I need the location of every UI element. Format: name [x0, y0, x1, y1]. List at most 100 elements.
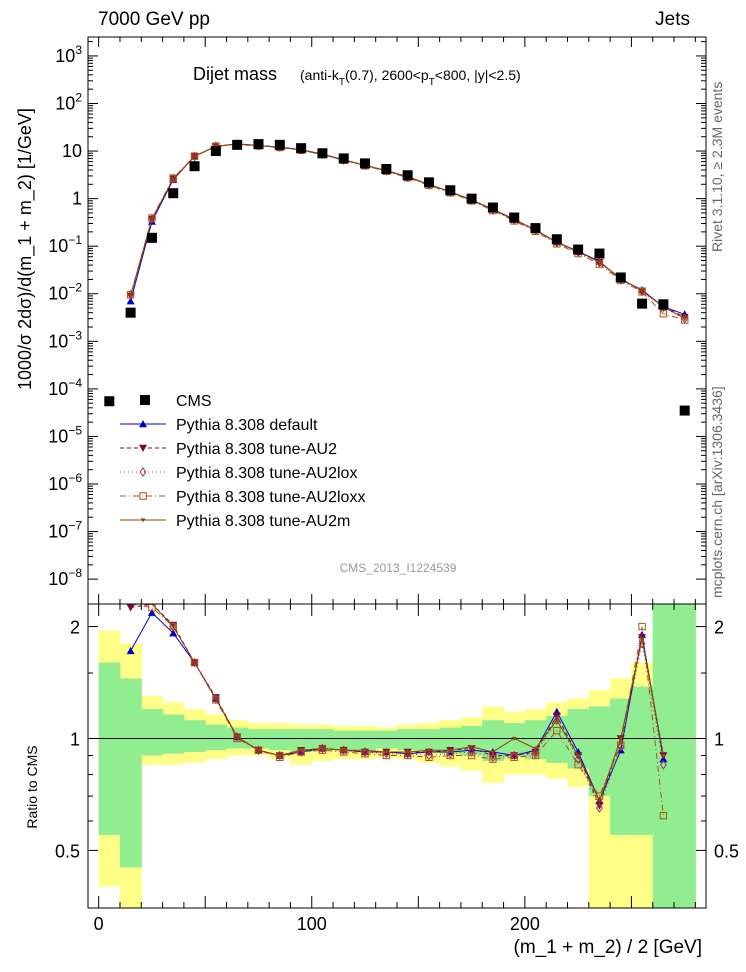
main-ytick-label-base: 10 [62, 141, 82, 161]
xlabel: (m_1 + m_2) / 2 [GeV] [514, 937, 703, 958]
ratio-ytick-label: 0.5 [55, 841, 80, 861]
cms-data-point [637, 298, 648, 309]
cms-data-point [573, 244, 584, 255]
ratio-series-marker [596, 803, 603, 813]
main-series-marker [192, 154, 197, 159]
main-series-marker [127, 289, 135, 300]
ratio-band-green [290, 729, 313, 752]
ratio-series-marker [575, 753, 581, 758]
cut-part-2: (0.7), 2600<p [345, 67, 429, 83]
ratio-ytick-label-right: 0.5 [714, 841, 739, 861]
ratio-series-marker [510, 753, 518, 762]
cms-data-point [253, 139, 264, 150]
main-ytick-label-base: 10 [48, 426, 68, 446]
cut-part-3: <800, |y|<2.5) [435, 67, 521, 83]
ratio-band-green [98, 662, 121, 836]
main-ytick-label-exp: −7 [68, 519, 82, 533]
ratio-band-green [375, 730, 398, 749]
cut-sub-1: T [339, 77, 345, 88]
ratio-series-line [130, 603, 664, 816]
main-ytick-label-base: 10 [48, 284, 68, 304]
ratio-series-line [130, 603, 664, 810]
cms-data-point [296, 143, 307, 154]
main-ytick-label: 1 [72, 189, 82, 209]
main-ytick-label: 10−8 [48, 566, 82, 589]
main-ytick-label: 102 [55, 90, 82, 113]
ratio-series-marker [298, 748, 304, 753]
cms-data-point [338, 153, 349, 164]
ratio-series-marker [254, 746, 263, 754]
ratio-series-marker [489, 755, 497, 763]
ratio-series-marker [638, 622, 646, 631]
ratio-series-marker [639, 637, 645, 642]
main-series-marker [149, 217, 155, 222]
ratio-band-green [162, 714, 185, 754]
ratio-band-green [269, 729, 291, 751]
ratio-series-marker [659, 811, 668, 820]
main-ytick-label-exp: −8 [68, 566, 82, 580]
ratio-ytick-label: 1 [70, 729, 80, 749]
ratio-band-green [546, 715, 568, 763]
ratio-series-marker [277, 753, 283, 758]
main-series-marker [169, 174, 177, 182]
ratio-series-marker [147, 608, 156, 616]
ratio-series-marker [447, 748, 453, 753]
main-ytick-label-base: 10 [48, 569, 68, 589]
header-right: Jets [655, 9, 690, 30]
ratio-series-marker [574, 754, 582, 765]
main-ytick-label-exp: 2 [75, 90, 82, 104]
legend-marker-cms [140, 395, 150, 405]
main-ytick-label-base: 10 [55, 93, 75, 113]
legend-marker [139, 467, 147, 477]
ratio-series-marker [574, 761, 582, 769]
ratio-band-green [631, 686, 654, 836]
ratio-series-marker [362, 748, 368, 753]
rivet-label: Rivet 3.1.10, ≥ 2.3M events [709, 82, 725, 252]
main-ytick-label-exp: −1 [68, 233, 82, 247]
ratio-band-green [610, 698, 632, 836]
main-series-marker [682, 317, 688, 322]
ratio-series-marker [169, 629, 178, 637]
watermark: CMS_2013_I1224539 [340, 561, 457, 575]
ratio-series-marker [169, 622, 177, 631]
main-series-marker [680, 316, 689, 324]
main-ytick-label-exp: −5 [68, 423, 82, 437]
cms-data-point [104, 396, 115, 407]
ratio-series-marker [597, 799, 602, 804]
ratio-band-green [588, 706, 611, 797]
ratio-series-marker [341, 748, 347, 753]
ratio-ytick-label-right: 1 [714, 729, 724, 749]
legend-label: Pythia 8.308 tune-AU2m [176, 513, 350, 530]
cms-data-point [551, 234, 562, 245]
cms-data-point [530, 223, 541, 234]
main-ytick-label-exp: −2 [68, 281, 82, 295]
main-ytick-label: 10−2 [48, 281, 82, 304]
main-ytick-label-base: 10 [55, 46, 75, 66]
ratio-series-marker [405, 750, 411, 755]
ratio-band-green [311, 729, 334, 751]
cms-data-point [466, 193, 477, 204]
ratio-series-marker [618, 736, 624, 741]
main-ytick-label-exp: 3 [75, 43, 82, 57]
main-title: Dijet mass [193, 64, 277, 84]
ratio-series-marker [553, 726, 561, 735]
ratio-band-green [524, 720, 547, 760]
ratio-series-marker [617, 741, 625, 749]
main-ytick-label: 10−3 [48, 328, 82, 351]
ratio-series-marker [467, 751, 476, 760]
main-ytick-label: 10−4 [48, 376, 82, 399]
cms-data-point [423, 177, 434, 188]
xtick-label: 200 [510, 914, 540, 934]
cms-data-point [679, 405, 690, 416]
main-series-line [130, 143, 685, 320]
main-ytick-label-exp: −6 [68, 471, 82, 485]
main-ytick-label-base: 10 [48, 474, 68, 494]
main-series-marker [190, 152, 199, 160]
main-ytick-label-exp: −4 [68, 376, 82, 390]
main-series-line [130, 143, 685, 315]
legend: CMS Pythia 8.308 default Pythia 8.308 tune… [120, 393, 365, 530]
ratio-band-green [354, 730, 377, 751]
legend-marker [139, 420, 147, 428]
cms-data-point [274, 139, 285, 150]
main-ytick-label: 10 [62, 141, 82, 161]
